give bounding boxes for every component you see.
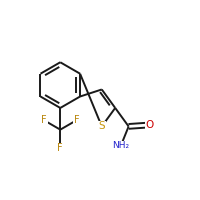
Text: F: F — [74, 115, 79, 125]
Text: S: S — [98, 121, 105, 131]
Text: NH₂: NH₂ — [112, 141, 129, 150]
Text: O: O — [145, 120, 154, 130]
Text: F: F — [57, 143, 63, 153]
Text: F: F — [41, 115, 47, 125]
